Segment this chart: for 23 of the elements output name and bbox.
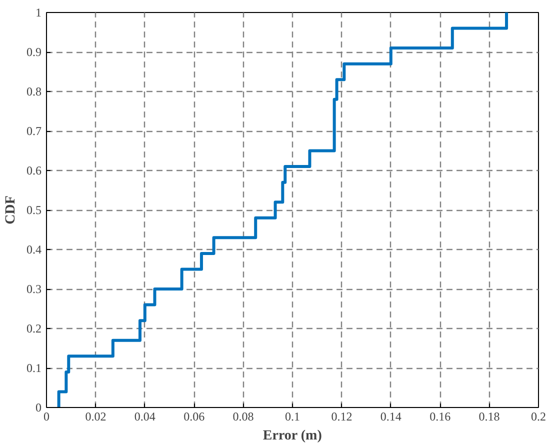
x-tick-label: 0.04 [134,410,156,424]
y-tick-label: 0.3 [26,282,42,296]
x-tick-label: 0.06 [184,410,205,424]
y-tick-label: 1 [36,6,42,20]
x-tick-label: 0.16 [430,410,451,424]
y-tick-label: 0.2 [26,322,42,336]
y-tick-label: 0 [36,400,42,414]
y-tick-label: 0.7 [26,124,42,138]
x-tick-label: 0.14 [380,410,402,424]
x-tick-label: 0.1 [285,410,300,424]
y-tick-label: 0.6 [26,164,42,178]
y-tick-label: 0.1 [26,361,42,375]
x-tick-label: 0.12 [331,410,352,424]
x-tick-label: 0.02 [85,410,106,424]
x-tick-label: 0.08 [232,410,254,424]
y-tick-label: 0.5 [26,203,42,217]
x-tick-label: 0.2 [531,410,546,424]
y-tick-label: 0.8 [26,84,42,98]
x-axis-title: Error (m) [262,428,322,444]
y-axis-title: CDF [4,196,18,224]
y-tick-label: 0.9 [26,45,42,59]
y-tick-label: 0.4 [26,242,42,256]
x-tick-label: 0.18 [478,410,500,424]
